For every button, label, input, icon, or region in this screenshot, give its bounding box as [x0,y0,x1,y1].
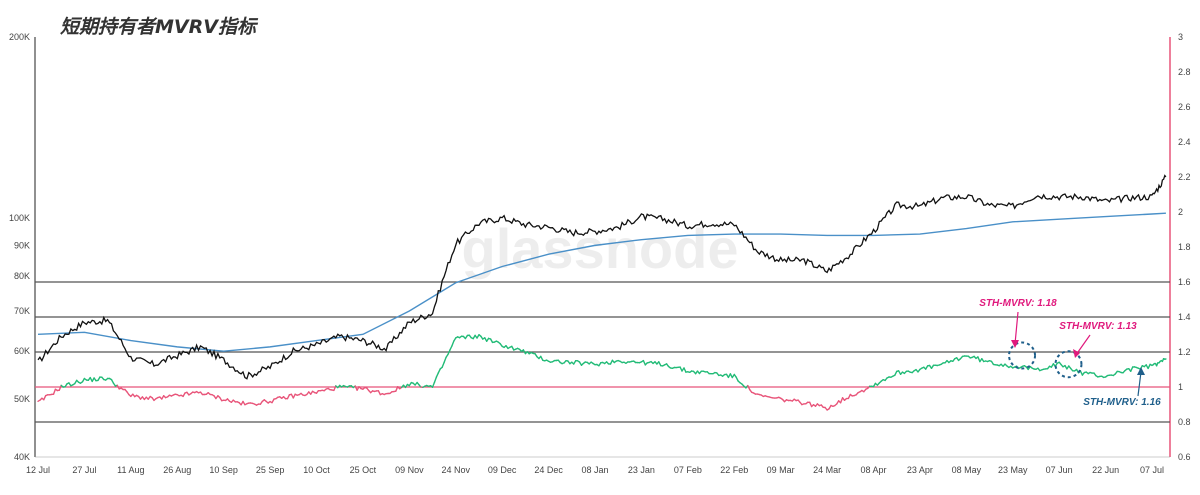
right-tick-label: 2.4 [1178,137,1191,147]
chart-title: 短期持有者MVRV指标 [60,12,256,39]
x-tick-label: 07 Feb [674,465,702,475]
x-tick-label: 09 Mar [767,465,795,475]
x-tick-label: 07 Jun [1046,465,1073,475]
right-tick-label: 0.6 [1178,452,1191,462]
sth-mvrv-segment [452,341,454,346]
x-tick-label: 08 Jan [581,465,608,475]
sth-mvrv-line [38,335,1166,410]
sth-mvrv-segment [435,377,437,382]
x-tick-label: 10 Sep [209,465,238,475]
left-tick-label: 90K [14,240,30,250]
x-tick-label: 22 Jun [1092,465,1119,475]
x-tick-label: 23 Apr [907,465,933,475]
x-tick-label: 08 May [952,465,982,475]
left-tick-label: 60K [14,346,30,356]
x-tick-label: 25 Oct [350,465,377,475]
left-tick-label: 40K [14,452,30,462]
annotation-arrow-3 [1138,372,1141,396]
right-tick-label: 2.2 [1178,172,1191,182]
right-tick-label: 2 [1178,207,1183,217]
x-tick-label: 22 Feb [720,465,748,475]
x-tick-label: 25 Sep [256,465,285,475]
right-tick-label: 1.6 [1178,277,1191,287]
left-tick-label: 200K [9,32,30,42]
sth-mvrv-segment [54,389,56,394]
sth-mvrv-segment [444,357,446,362]
x-tick-label: 24 Mar [813,465,841,475]
right-tick-label: 3 [1178,32,1183,42]
right-tick-label: 1.8 [1178,242,1191,252]
right-tick-label: 2.6 [1178,102,1191,112]
x-tick-label: 11 Aug [117,465,144,475]
right-tick-label: 2.8 [1178,67,1191,77]
sth-mvrv-segment [1131,367,1133,371]
right-tick-label: 0.8 [1178,417,1191,427]
left-tick-label: 70K [14,306,30,316]
x-tick-label: 07 Jul [1140,465,1164,475]
x-tick-label: 24 Nov [441,465,470,475]
right-tick-label: 1.2 [1178,347,1191,357]
left-tick-label: 80K [14,271,30,281]
watermark: glassnode [462,217,739,280]
x-tick-label: 26 Aug [163,465,191,475]
sth-mvrv-segment [448,350,450,354]
x-tick-label: 10 Oct [303,465,330,475]
annotation-arrow-2 [1078,335,1090,352]
right-tick-label: 1.4 [1178,312,1191,322]
sth-mvrv-segment [442,363,444,368]
left-tick-label: 100K [9,213,30,223]
x-tick-label: 12 Jul [26,465,50,475]
x-tick-label: 23 Jan [628,465,655,475]
peak-circle-1 [1009,343,1035,369]
x-tick-label: 09 Dec [488,465,517,475]
annotation-label-2: STH-MVRV: 1.13 [1059,321,1137,332]
left-tick-label: 50K [14,394,30,404]
right-tick-label: 1 [1178,382,1183,392]
sth-mvrv-segment [59,385,61,390]
x-tick-label: 09 Nov [395,465,424,475]
x-tick-label: 27 Jul [72,465,96,475]
x-tick-label: 23 May [998,465,1028,475]
x-tick-label: 08 Apr [860,465,886,475]
annotation-label-3: STH-MVRV: 1.16 [1083,397,1161,408]
x-tick-label: 24 Dec [534,465,563,475]
annotation-label-1: STH-MVRV: 1.18 [979,298,1057,309]
